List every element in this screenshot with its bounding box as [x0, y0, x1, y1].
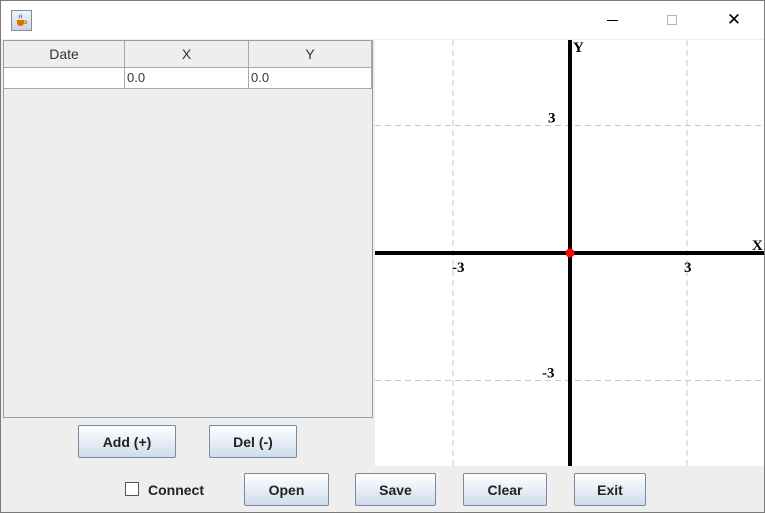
java-coffee-cup-icon [11, 10, 32, 31]
table-header: Date X Y [4, 41, 372, 68]
y-tick-label: 3 [548, 111, 556, 127]
data-table[interactable]: Date X Y 0.0 0.0 [3, 40, 373, 418]
cell-x[interactable]: 0.0 [125, 68, 249, 89]
close-icon: ✕ [726, 9, 742, 30]
connect-label[interactable]: Connect [148, 482, 204, 498]
close-button[interactable]: ✕ [711, 5, 757, 35]
connect-checkbox[interactable] [125, 482, 139, 496]
table-row[interactable]: 0.0 0.0 [4, 68, 372, 89]
scatter-plot[interactable]: X Y -3 3 3 -3 [375, 40, 765, 466]
x-axis-label: X [752, 238, 763, 254]
plot-area[interactable]: X Y -3 3 3 -3 [375, 40, 765, 466]
column-header-x[interactable]: X [125, 41, 249, 67]
save-button[interactable]: Save [355, 473, 436, 506]
title-bar: ✕ [1, 1, 764, 39]
open-button[interactable]: Open [244, 473, 329, 506]
y-axis-label: Y [573, 40, 584, 56]
x-tick-label: 3 [684, 260, 692, 276]
column-header-y[interactable]: Y [249, 41, 372, 67]
maximize-button[interactable] [649, 5, 695, 35]
maximize-icon [667, 15, 677, 25]
column-header-date[interactable]: Date [4, 41, 125, 67]
add-button[interactable]: Add (+) [78, 425, 176, 458]
delete-button[interactable]: Del (-) [209, 425, 297, 458]
minimize-button[interactable] [589, 5, 635, 35]
clear-button[interactable]: Clear [463, 473, 547, 506]
y-tick-label: -3 [542, 366, 555, 382]
minimize-icon [606, 19, 618, 21]
exit-button[interactable]: Exit [574, 473, 646, 506]
data-point [565, 248, 575, 258]
cell-date[interactable] [4, 68, 125, 89]
cell-y[interactable]: 0.0 [249, 68, 372, 89]
x-tick-label: -3 [452, 260, 465, 276]
